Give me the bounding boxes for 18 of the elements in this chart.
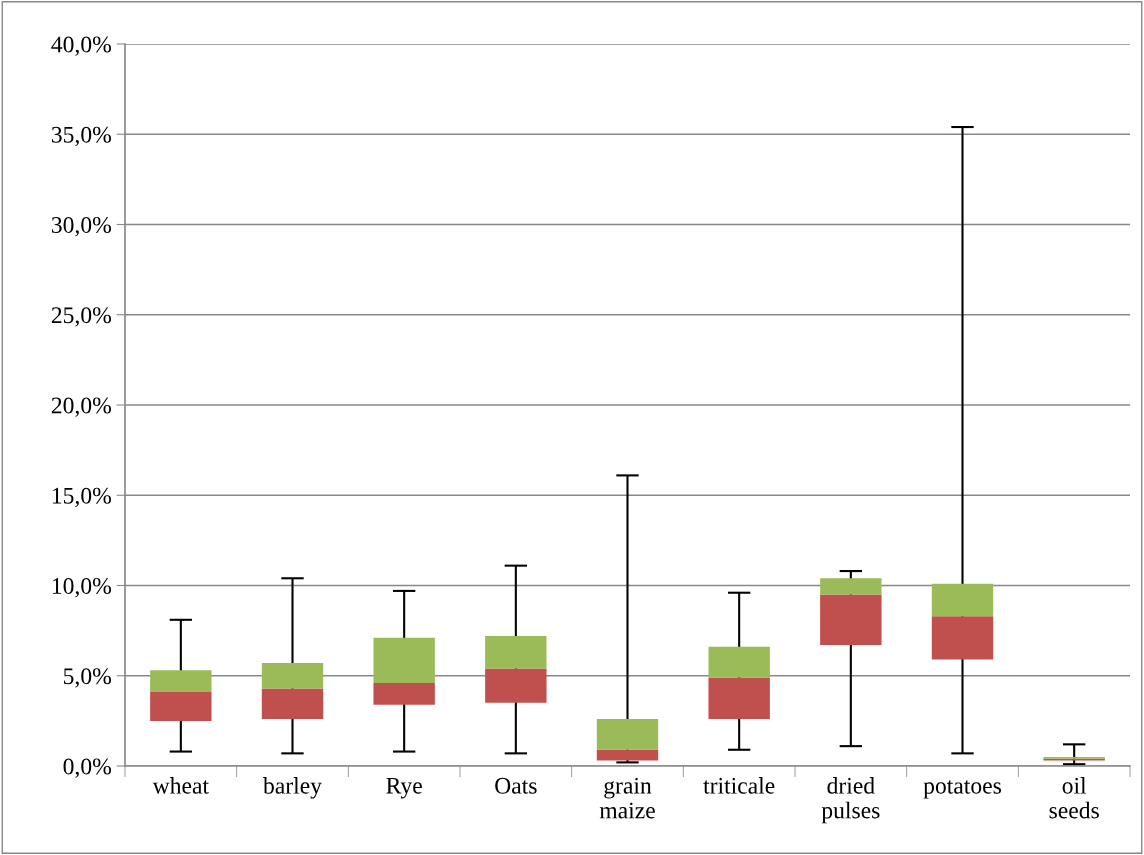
- y-tick-label: 15,0%: [52, 487, 111, 508]
- x-tick-label: oil seeds: [1049, 777, 1099, 819]
- x-tick-label: Oats: [495, 777, 537, 794]
- y-tick-label: 40,0%: [51, 36, 111, 56]
- x-tick-label: grain maize: [599, 777, 655, 819]
- y-tick-label: 10,0%: [52, 577, 111, 598]
- x-tick-label: wheat: [152, 777, 209, 794]
- y-tick-label: 5,0%: [64, 668, 111, 688]
- y-tick-label: 20,0%: [51, 397, 111, 417]
- x-tick-label: barley: [263, 777, 322, 799]
- y-tick-label: 35,0%: [51, 126, 111, 147]
- y-tick-label: 30,0%: [51, 216, 111, 237]
- x-tick-label: potatoes: [923, 780, 1001, 799]
- y-tick-label: 25,0%: [51, 307, 111, 327]
- x-tick-label: Rye: [386, 777, 422, 799]
- x-tick-label: triticale: [703, 777, 775, 794]
- y-tick-label: 0,0%: [63, 758, 111, 778]
- x-tick-label: dried pulses: [821, 777, 880, 824]
